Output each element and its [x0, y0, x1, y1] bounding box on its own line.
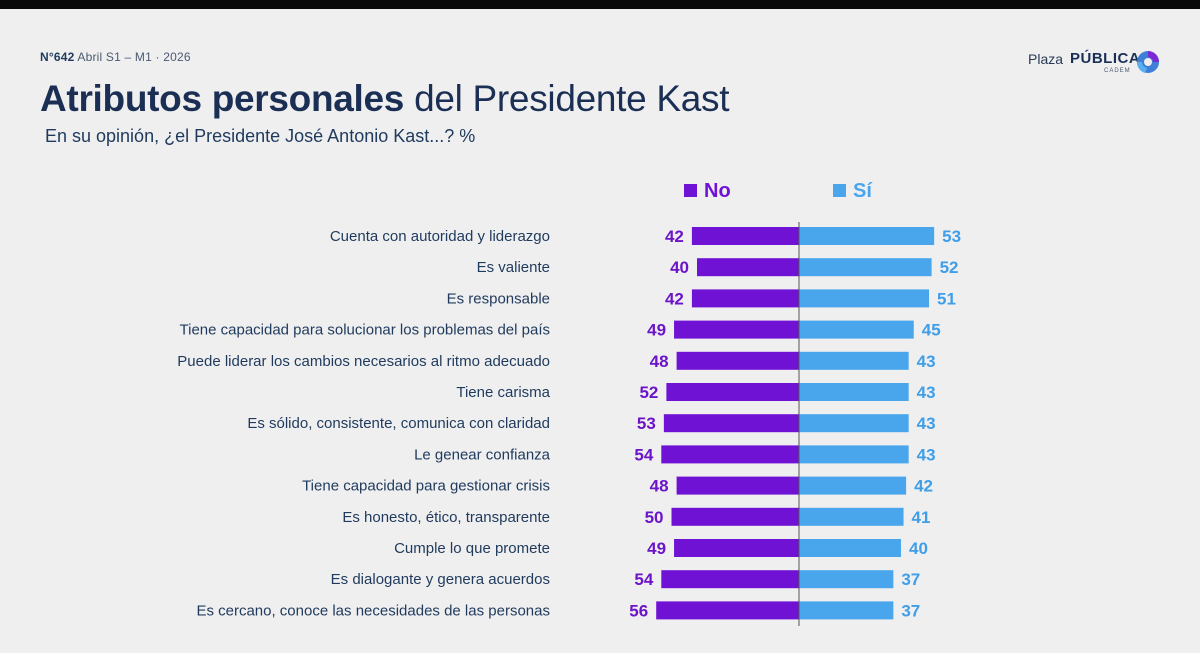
value-label-si: 40: [909, 539, 928, 558]
issue-number: N°642: [40, 50, 75, 64]
top-bar: [0, 0, 1200, 9]
legend-si-swatch: [833, 184, 846, 197]
title-bold: Atributos personales: [40, 78, 405, 119]
bar-si: [799, 351, 909, 370]
bar-si: [799, 445, 909, 464]
bar-si: [799, 601, 894, 620]
bar-no: [676, 476, 799, 495]
bar-si: [799, 258, 932, 277]
bar-si: [799, 539, 901, 557]
value-label-si: 37: [901, 601, 920, 620]
bar-no: [691, 289, 799, 308]
bar-si: [799, 476, 907, 495]
bar-no: [676, 351, 799, 370]
bar-si: [799, 507, 904, 526]
bar-no: [656, 601, 799, 620]
value-label-no: 48: [650, 477, 669, 496]
bar-si: [799, 289, 930, 308]
bar-no: [674, 320, 799, 339]
value-label-si: 45: [922, 321, 941, 340]
bar-no: [661, 445, 799, 464]
value-label-no: 54: [634, 570, 653, 589]
bar-no: [671, 507, 799, 526]
bar-no: [663, 414, 799, 433]
legend-si: Sí: [833, 180, 872, 203]
value-label-si: 43: [917, 445, 936, 464]
category-label: Es valiente: [477, 259, 550, 276]
value-label-si: 51: [937, 289, 956, 308]
value-label-no: 49: [647, 539, 666, 558]
plaza-publica-logo: Plaza PÚBLICA CADEM: [1028, 49, 1168, 77]
bar-si: [799, 570, 894, 589]
category-label: Le genear confianza: [414, 446, 551, 463]
logo-cadem-text: CADEM: [1104, 68, 1131, 74]
bar-si: [799, 320, 914, 339]
value-label-no: 40: [670, 258, 689, 277]
value-label-no: 52: [639, 383, 658, 402]
bar-no: [661, 570, 799, 589]
value-label-si: 53: [942, 227, 961, 246]
value-label-si: 52: [940, 258, 959, 277]
legend-no: No: [684, 180, 731, 203]
value-label-no: 54: [634, 445, 653, 464]
issue-period: Abril S1 – M1 · 2026: [77, 50, 191, 64]
category-label: Tiene carisma: [456, 384, 550, 401]
logo-plaza-text: Plaza: [1028, 51, 1064, 67]
category-label: Cuenta con autoridad y liderazgo: [330, 228, 550, 245]
category-label: Es responsable: [447, 290, 550, 307]
category-label: Tiene capacidad para solucionar los prob…: [180, 322, 551, 339]
bar-no: [697, 258, 799, 277]
bar-si: [799, 414, 909, 433]
category-label: Es dialogante y genera acuerdos: [331, 571, 550, 588]
logo-publica-text: PÚBLICA: [1070, 50, 1141, 67]
value-label-si: 42: [914, 477, 933, 496]
category-label: Es sólido, consistente, comunica con cla…: [247, 415, 550, 432]
legend-no-swatch: [684, 184, 697, 197]
value-label-no: 56: [629, 601, 648, 620]
category-label: Es honesto, ético, transparente: [342, 509, 550, 526]
value-label-no: 50: [645, 508, 664, 527]
bar-no: [674, 539, 799, 557]
legend-no-label: No: [704, 180, 731, 202]
value-label-no: 53: [637, 414, 656, 433]
bar-no: [691, 227, 799, 245]
value-label-si: 43: [917, 414, 936, 433]
value-label-si: 43: [917, 383, 936, 402]
category-label: Puede liderar los cambios necesarios al …: [177, 353, 550, 370]
value-label-si: 43: [917, 352, 936, 371]
issue-meta: N°642 Abril S1 – M1 · 2026: [40, 50, 191, 64]
category-label: Tiene capacidad para gestionar crisis: [302, 478, 550, 495]
category-label: Es cercano, conoce las necesidades de la…: [196, 602, 550, 619]
logo-swirl-icon: [1136, 51, 1159, 73]
page-title: Atributos personales del Presidente Kast: [40, 78, 730, 120]
page-subtitle: En su opinión, ¿el Presidente José Anton…: [45, 126, 476, 146]
title-rest: del Presidente Kast: [414, 78, 730, 119]
bar-no: [666, 383, 799, 401]
bar-si: [799, 383, 909, 401]
value-label-si: 37: [901, 570, 920, 589]
bar-si: [799, 227, 935, 245]
value-label-no: 48: [650, 352, 669, 371]
value-label-si: 41: [912, 508, 931, 527]
value-label-no: 42: [665, 227, 684, 246]
category-label: Cumple lo que promete: [394, 540, 550, 557]
value-label-no: 42: [665, 289, 684, 308]
legend-si-label: Sí: [853, 180, 872, 202]
value-label-no: 49: [647, 321, 666, 340]
